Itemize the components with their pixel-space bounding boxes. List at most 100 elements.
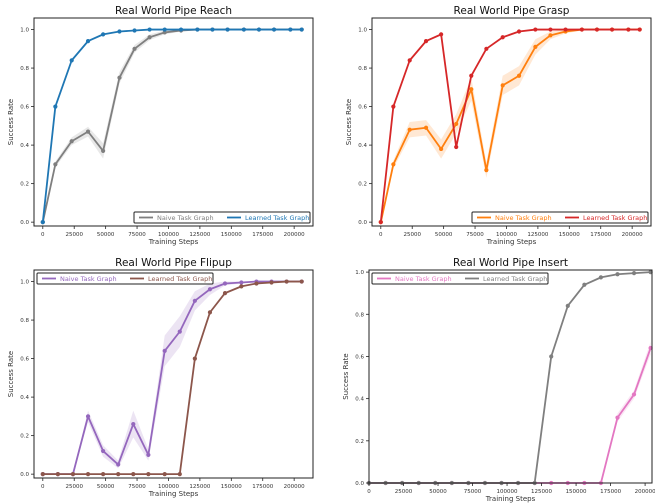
data-point <box>500 35 505 40</box>
y-tick-label: 0.6 <box>358 105 367 111</box>
x-tick-label: 175000 <box>252 232 273 238</box>
x-tick-label: 25000 <box>395 489 413 495</box>
x-tick-label: 150000 <box>559 232 580 238</box>
y-axis-label: Success Rate <box>345 99 353 145</box>
x-tick-label: 0 <box>379 232 383 238</box>
legend: Naive Task Graph Learned Task Graph <box>36 272 214 285</box>
series-line-2 <box>379 28 640 223</box>
data-point <box>195 27 200 32</box>
x-tick-label: 125000 <box>527 232 548 238</box>
chart-panel-3: Real World Pipe Flipup 0 25000 50000 75000 10… <box>7 257 314 498</box>
y-axis-label: Success Rate <box>7 99 15 145</box>
data-point <box>40 220 45 225</box>
data-point <box>101 32 106 37</box>
data-point <box>147 35 152 40</box>
data-point <box>85 472 91 477</box>
x-tick-label: 125000 <box>189 484 210 490</box>
data-point <box>533 44 538 49</box>
data-point <box>162 472 167 477</box>
data-point <box>146 472 151 477</box>
x-tick-label: 200000 <box>635 489 655 495</box>
data-point <box>162 27 167 32</box>
data-point <box>210 27 215 32</box>
x-tick-label: 25000 <box>403 232 421 238</box>
data-point <box>391 162 396 167</box>
chart-title: Real World Pipe Flipup <box>115 257 232 269</box>
data-point <box>407 58 412 63</box>
data-point <box>631 392 637 397</box>
chart-panel-2: Real World Pipe Grasp 0 25000 50000 75000 100… <box>345 5 652 246</box>
data-point <box>117 29 122 34</box>
x-tick-label: 75000 <box>466 232 484 238</box>
y-tick-label: 1.0 <box>358 28 367 34</box>
y-axis-label: Success Rate <box>7 351 15 397</box>
y-tick-label: 0.0 <box>20 220 29 226</box>
data-point <box>454 144 459 150</box>
data-point <box>55 472 60 477</box>
data-point <box>637 27 642 32</box>
data-point <box>53 104 58 109</box>
data-point <box>85 129 91 134</box>
data-point <box>484 168 489 173</box>
legend-entry: Learned Task Graph <box>245 214 309 222</box>
data-point <box>254 281 259 286</box>
legend-box <box>36 272 214 285</box>
data-point <box>439 146 444 152</box>
data-point <box>615 272 620 277</box>
data-point <box>423 125 429 130</box>
data-point <box>516 73 522 78</box>
x-tick-label: 100000 <box>497 489 518 495</box>
y-axis-label: Success Rate <box>342 353 350 399</box>
data-point <box>407 127 412 132</box>
data-point <box>222 291 228 296</box>
data-point <box>391 104 396 109</box>
data-point <box>423 39 429 44</box>
y-tick-label: 0.8 <box>20 318 29 324</box>
y-tick-label: 0.6 <box>355 354 364 360</box>
legend-entry: Naive Task Graph <box>60 275 117 283</box>
confidence-band-1 <box>369 341 651 483</box>
data-point <box>271 27 277 32</box>
chart-panel-4: Real World Pipe Insert 0 25000 50000 75000 10… <box>342 257 655 503</box>
legend: Naive Task Graph Learned Task Graph <box>133 211 311 224</box>
data-point <box>284 279 289 284</box>
x-tick-label: 175000 <box>252 484 273 490</box>
data-point <box>69 58 74 63</box>
x-tick-label: 0 <box>41 484 45 490</box>
y-tick-label: 0.8 <box>20 66 29 72</box>
x-tick-label: 75000 <box>464 489 482 495</box>
data-point <box>162 348 167 353</box>
confidence-band-1 <box>380 28 640 223</box>
chart-title: Real World Pipe Insert <box>453 257 568 269</box>
data-point <box>378 220 383 225</box>
x-tick-label: 150000 <box>566 489 587 495</box>
data-point <box>69 139 74 144</box>
y-tick-label: 0.4 <box>358 143 367 149</box>
plot-frame <box>33 17 314 227</box>
y-tick-label: 1.0 <box>20 28 29 34</box>
data-point <box>162 30 167 35</box>
y-tick-label: 0.6 <box>20 105 29 111</box>
x-tick-label: 150000 <box>221 484 242 490</box>
series-line-1 <box>369 347 652 484</box>
data-point <box>70 472 76 477</box>
legend-entry: Naive Task Graph <box>157 214 214 222</box>
data-point <box>101 472 106 477</box>
data-point <box>516 29 522 34</box>
x-tick-label: 50000 <box>435 232 453 238</box>
x-tick-label: 50000 <box>97 232 115 238</box>
data-point <box>132 46 137 51</box>
data-point <box>177 472 182 477</box>
x-tick-label: 75000 <box>128 484 146 490</box>
data-point <box>631 271 637 276</box>
confidence-band-1 <box>42 29 302 223</box>
legend-entry: Learned Task Graph <box>583 214 647 222</box>
x-axis-label: Training Steps <box>148 238 199 246</box>
y-tick-label: 0.2 <box>20 434 29 440</box>
y-tick-label: 0.4 <box>20 395 29 401</box>
data-point <box>469 87 474 92</box>
x-tick-label: 200000 <box>284 232 305 238</box>
x-tick-label: 200000 <box>622 232 643 238</box>
x-tick-label: 25000 <box>65 484 83 490</box>
